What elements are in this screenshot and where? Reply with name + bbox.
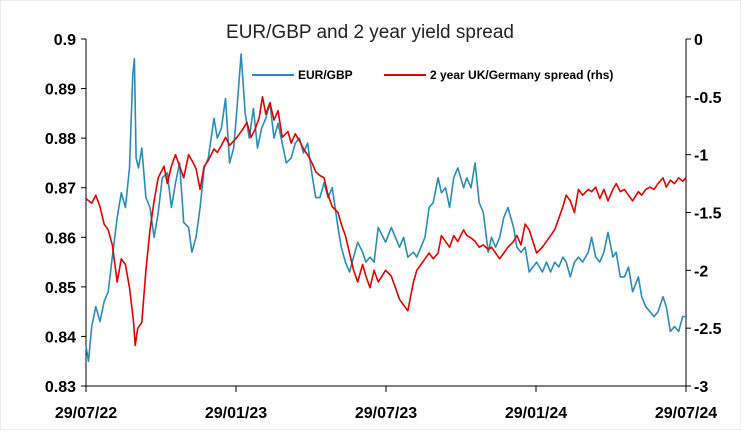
axes: 0.83 0.84 0.85 0.86 0.87 0.88 0.89 0.9 -3 -2.5 -2 -… bbox=[45, 32, 722, 422]
x-tick-label: 29/01/23 bbox=[205, 405, 267, 422]
y-left-tick-label: 0.84 bbox=[45, 329, 76, 346]
x-tick-label: 29/07/22 bbox=[55, 405, 117, 422]
y-right-tick-label: -1 bbox=[694, 148, 708, 165]
y-left-tick-label: 0.88 bbox=[45, 131, 76, 148]
legend: EUR/GBP 2 year UK/Germany spread (rhs) bbox=[252, 68, 613, 82]
y-right-tick-label: -3 bbox=[694, 379, 708, 396]
y-left-tick-label: 0.83 bbox=[45, 379, 76, 396]
legend-label-spread: 2 year UK/Germany spread (rhs) bbox=[430, 68, 613, 82]
y-right-tick-label: -2 bbox=[694, 263, 708, 280]
legend-label-eurgbp: EUR/GBP bbox=[298, 68, 353, 82]
y-right-tick-label: -2.5 bbox=[694, 321, 722, 338]
chart-title: EUR/GBP and 2 year yield spread bbox=[226, 22, 514, 43]
series-lines bbox=[85, 53, 687, 363]
series-line-spread bbox=[85, 96, 687, 347]
y-left-tick-label: 0.9 bbox=[54, 32, 76, 49]
y-right-tick-label: 0 bbox=[694, 32, 703, 49]
series-line-eurgbp bbox=[85, 53, 686, 363]
x-tick-label: 29/07/23 bbox=[355, 405, 417, 422]
y-right-tick-label: -1.5 bbox=[694, 206, 722, 223]
y-left-tick-label: 0.89 bbox=[45, 82, 76, 99]
y-left-tick-label: 0.85 bbox=[45, 280, 76, 297]
x-tick-label: 29/07/24 bbox=[655, 405, 717, 422]
y-left-tick-label: 0.86 bbox=[45, 230, 76, 247]
y-left-tick-label: 0.87 bbox=[45, 181, 76, 198]
x-tick-label: 29/01/24 bbox=[505, 405, 567, 422]
y-right-tick-label: -0.5 bbox=[694, 90, 722, 107]
